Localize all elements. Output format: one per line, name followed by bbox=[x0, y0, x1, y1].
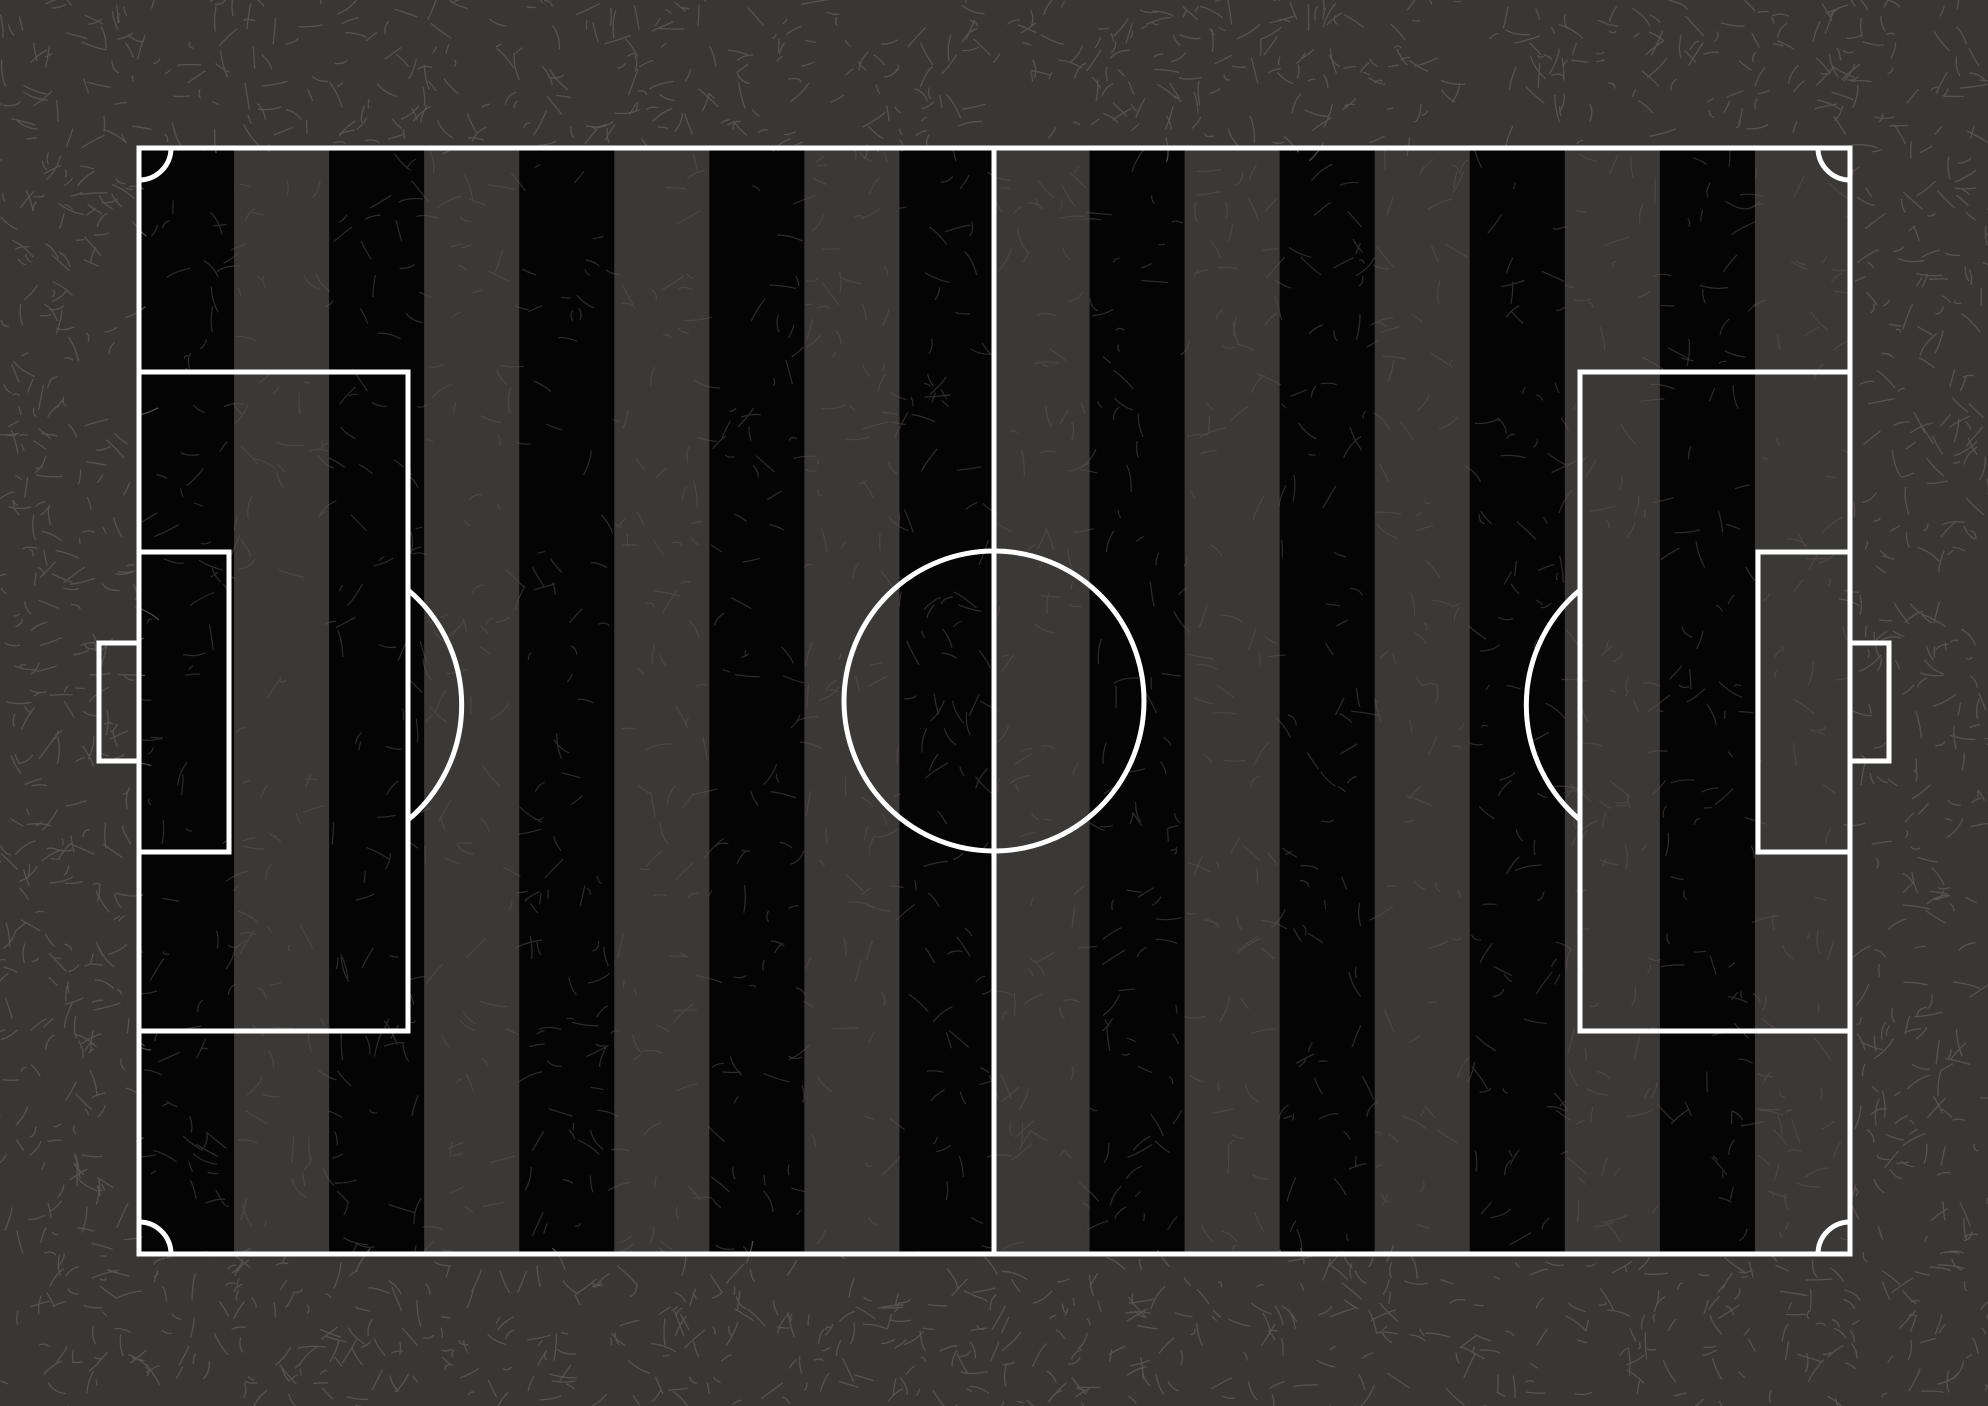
corner-arc-bottom-left bbox=[138, 1219, 174, 1255]
stripe-light bbox=[424, 148, 520, 1254]
stripe-light bbox=[804, 148, 901, 1254]
stripe-dark bbox=[519, 148, 615, 1254]
goal-left bbox=[96, 640, 142, 764]
goal-right bbox=[1847, 640, 1892, 764]
stripe-light bbox=[614, 148, 710, 1254]
stripe-dark bbox=[1279, 148, 1376, 1254]
stripe-light bbox=[1184, 148, 1281, 1254]
pitch-markings bbox=[96, 145, 1892, 1257]
stripe-dark bbox=[709, 148, 805, 1254]
stripe-dark bbox=[1659, 148, 1756, 1254]
stripe-light bbox=[1374, 148, 1471, 1254]
pitch-texture bbox=[139, 148, 1850, 1254]
pitch-stripes bbox=[139, 148, 1851, 1254]
stripe-dark bbox=[139, 148, 235, 1254]
stripe-light bbox=[1754, 148, 1851, 1254]
stripe-dark bbox=[899, 148, 996, 1254]
penalty-arc-right bbox=[1523, 588, 1582, 822]
penalty-arc-left bbox=[406, 588, 465, 822]
corner-arc-bottom-right bbox=[1815, 1219, 1851, 1255]
corner-arc-top-left bbox=[138, 147, 174, 183]
corner-arc-top-right bbox=[1815, 147, 1851, 183]
stripe-dark bbox=[1089, 148, 1186, 1254]
stripe-light bbox=[234, 148, 330, 1254]
center-circle bbox=[841, 548, 1147, 854]
stripe-dark bbox=[1469, 148, 1566, 1254]
stripe-light bbox=[994, 148, 1091, 1254]
